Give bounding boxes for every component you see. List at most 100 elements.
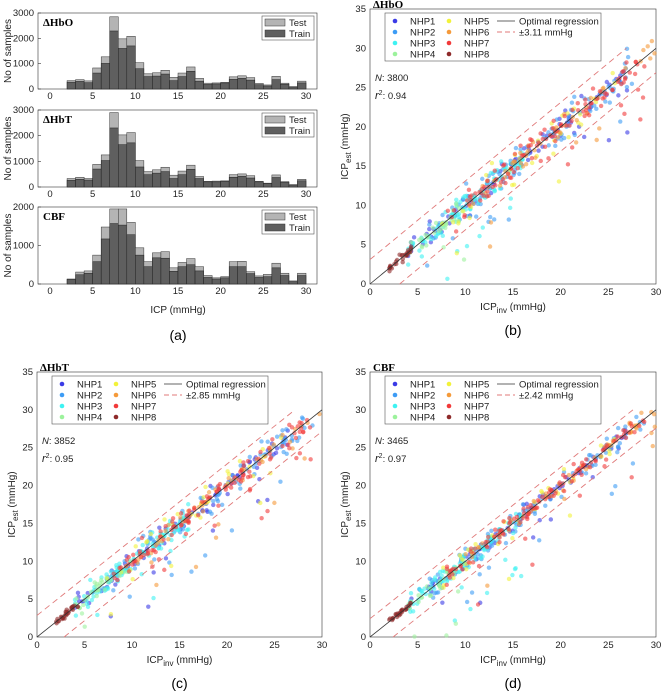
point-nhp2 [593, 462, 598, 468]
point-nhp2 [450, 236, 455, 241]
point-nhp1 [624, 88, 630, 93]
legend-label: NHP6 [131, 391, 156, 402]
legend-marker-nhp5 [446, 18, 452, 24]
point-nhp4 [74, 596, 79, 601]
point-nhp2 [604, 436, 610, 441]
x-axis-label: ICPinv (mmHg) [480, 655, 546, 668]
bar-train [66, 180, 76, 188]
point-nhp6 [272, 500, 277, 506]
point-nhp2 [152, 557, 157, 562]
legend-marker-nhp1 [59, 381, 65, 387]
upper-band-line [36, 409, 296, 616]
point-nhp7 [610, 87, 615, 92]
point-nhp7 [293, 435, 299, 441]
r2-stat: r2: 0.94 [375, 90, 406, 102]
point-nhp2 [572, 94, 577, 99]
point-nhp5 [454, 250, 460, 256]
x-tick-label: 20 [555, 287, 566, 298]
y-axis-label: ICPest (mmHg) [340, 113, 353, 179]
point-nhp6 [588, 95, 593, 101]
point-nhp7 [239, 467, 244, 473]
point-nhp3 [429, 580, 434, 585]
legend-marker-nhp8 [113, 414, 119, 420]
point-nhp2 [480, 176, 485, 182]
legend-label: NHP1 [77, 380, 102, 391]
panel-title: CBF [373, 362, 395, 374]
point-nhp2 [624, 84, 630, 90]
point-nhp7 [280, 443, 285, 449]
bar-train [143, 76, 153, 90]
x-tick-label: 20 [215, 189, 226, 200]
point-nhp5 [556, 179, 562, 184]
bar-train [100, 238, 110, 285]
point-nhp3 [503, 557, 508, 563]
x-tick-label: 30 [301, 189, 312, 200]
r2-stat: r2: 0.97 [375, 453, 406, 465]
y-tick-label: 15 [355, 161, 366, 172]
legend-marker-nhp6 [446, 392, 452, 398]
point-nhp7 [551, 493, 556, 499]
point-nhp2 [203, 553, 208, 558]
point-nhp6 [485, 583, 490, 588]
legend-marker-nhp3 [392, 40, 398, 46]
panel-title: ΔHbO [373, 0, 404, 11]
bar-train [280, 275, 290, 285]
legend-label: NHP3 [410, 402, 435, 413]
x-axis-label: ICPinv (mmHg) [480, 302, 546, 315]
point-nhp2 [488, 214, 493, 220]
bar-train [135, 166, 145, 188]
point-nhp7 [602, 90, 608, 96]
bar-train [126, 142, 136, 188]
point-nhp4 [82, 624, 87, 629]
point-nhp7 [464, 198, 470, 203]
bar-train [211, 181, 221, 188]
point-nhp7 [150, 547, 155, 553]
point-nhp5 [451, 220, 456, 225]
point-nhp3 [151, 595, 156, 601]
point-nhp7 [170, 519, 175, 524]
point-nhp4 [443, 225, 448, 231]
bar-train [246, 79, 256, 90]
point-nhp7 [158, 529, 163, 534]
point-nhp6 [178, 515, 183, 520]
point-nhp3 [431, 586, 437, 592]
point-nhp2 [594, 106, 599, 112]
bar-train [297, 180, 307, 188]
legend-label: NHP4 [77, 413, 102, 424]
y-tick-label: 20 [355, 122, 366, 133]
point-nhp7 [560, 472, 566, 478]
point-nhp7 [183, 531, 189, 537]
point-nhp2 [214, 496, 220, 502]
point-nhp5 [577, 112, 583, 117]
point-nhp3 [508, 196, 513, 201]
x-tick-label: 10 [127, 640, 138, 651]
bar-train [143, 174, 153, 188]
point-nhp7 [613, 438, 619, 443]
point-nhp6 [520, 164, 526, 169]
bar-train [297, 275, 307, 285]
point-nhp2 [492, 217, 497, 222]
point-nhp7 [635, 87, 641, 92]
bar-train [297, 82, 307, 90]
point-nhp7 [505, 171, 511, 176]
bar-train [177, 174, 187, 188]
bar-train [228, 79, 238, 90]
legend-label: NHP2 [77, 391, 102, 402]
point-nhp7 [453, 229, 459, 234]
point-nhp7 [138, 554, 144, 560]
legend-label: Optimal regression [519, 380, 599, 391]
point-nhp7 [577, 467, 582, 472]
point-nhp7 [628, 421, 634, 426]
point-nhp7 [485, 189, 490, 194]
point-nhp2 [503, 540, 509, 546]
point-nhp7 [287, 445, 292, 451]
point-nhp3 [440, 233, 445, 239]
point-nhp7 [603, 457, 609, 462]
point-nhp7 [451, 208, 457, 213]
point-nhp4 [408, 240, 413, 245]
x-tick-label: 10 [130, 189, 141, 200]
legend-label: Train [289, 126, 310, 137]
y-tick-label: 35 [355, 367, 366, 378]
legend-label: NHP8 [131, 413, 156, 424]
